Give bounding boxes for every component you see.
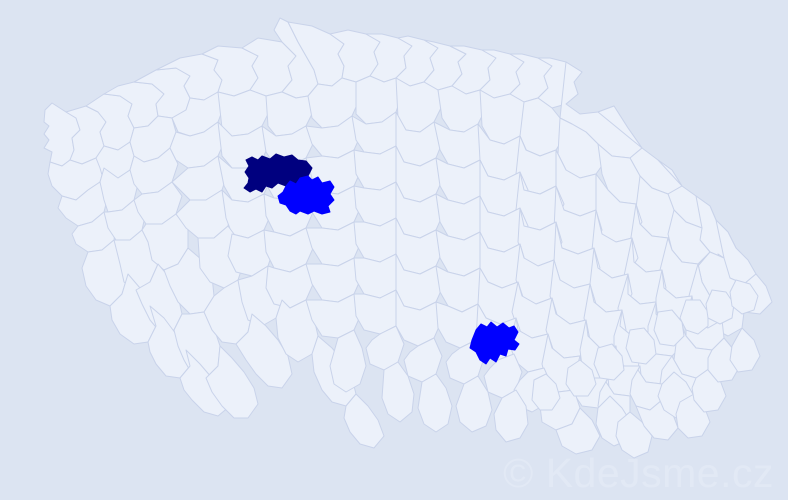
district[interactable] [679,299,709,335]
district[interactable] [305,221,363,267]
district-layer [43,17,773,459]
district[interactable] [99,167,139,213]
district[interactable] [263,227,315,273]
district[interactable] [235,313,293,389]
district[interactable] [265,91,315,137]
district[interactable] [729,327,761,373]
district[interactable] [129,147,179,195]
district[interactable] [305,293,363,339]
district[interactable] [531,373,561,411]
district[interactable] [455,375,493,433]
district-north-dark[interactable] [243,153,313,193]
district-north-bright[interactable] [277,175,335,215]
district[interactable] [555,407,601,455]
district[interactable] [653,309,685,347]
district[interactable] [329,329,367,393]
district[interactable] [565,359,597,397]
district[interactable] [667,209,711,265]
district[interactable] [265,263,315,309]
district[interactable] [625,327,657,365]
district[interactable] [381,361,415,423]
district[interactable] [729,279,759,315]
district[interactable] [493,389,529,443]
district[interactable] [133,181,183,225]
district[interactable] [705,289,735,325]
district[interactable] [593,343,625,381]
district[interactable] [343,393,385,449]
district-moravia-bright[interactable] [469,321,520,365]
district[interactable] [305,257,363,303]
district[interactable] [417,373,453,433]
district[interactable] [205,345,259,419]
